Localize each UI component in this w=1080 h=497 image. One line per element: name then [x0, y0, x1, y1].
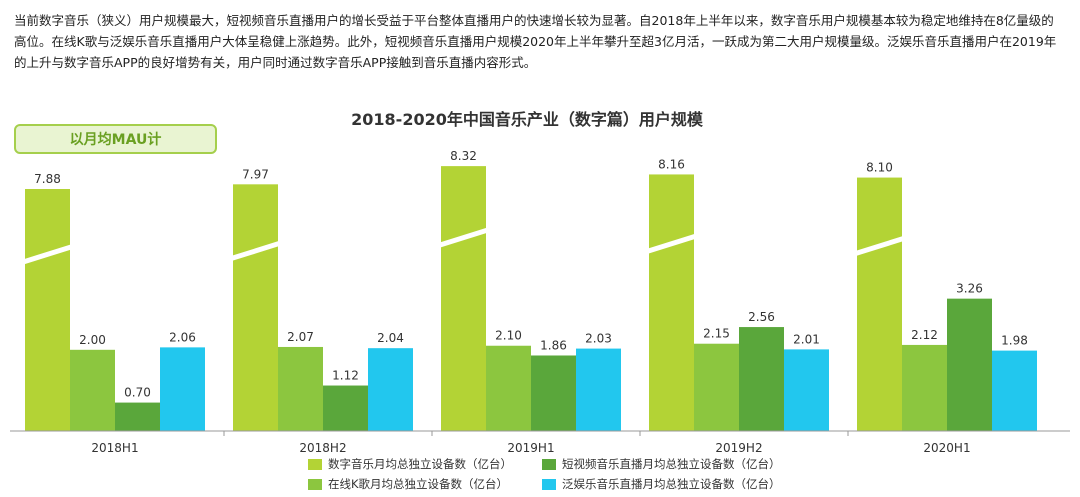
bar-2019H1-s0: [441, 166, 486, 431]
legend-label: 短视频音乐直播月均总独立设备数（亿台）: [562, 457, 781, 471]
data-label: 8.10: [866, 161, 893, 175]
data-label: 0.70: [124, 386, 151, 400]
data-label: 2.56: [748, 310, 775, 324]
bar-2018H2-s1: [278, 346, 323, 431]
legend-swatch: [308, 478, 322, 490]
bar-2018H1-s1: [70, 349, 115, 431]
axis-break-mark: [645, 233, 698, 255]
bar-2018H2-s0: [233, 184, 278, 431]
x-tick-label: 2019H2: [715, 441, 762, 455]
data-label: 2.12: [911, 328, 938, 342]
legend-item-pan-entertainment-live: 泛娱乐音乐直播月均总独立设备数（亿台）: [542, 476, 822, 492]
bar-2019H1-s2: [531, 355, 576, 431]
bar-2018H1-s2: [115, 402, 160, 431]
bar-2019H2-s3: [784, 349, 829, 431]
x-tick-label: 2019H1: [507, 441, 554, 455]
legend-label: 在线K歌月均总独立设备数（亿台）: [328, 477, 509, 491]
data-label: 8.16: [658, 157, 685, 171]
axis-break-mark: [21, 243, 74, 265]
bar-2018H2-s2: [323, 385, 368, 431]
bar-2018H1-s0: [25, 189, 70, 431]
data-label: 3.26: [956, 282, 983, 296]
bar-2018H1-s3: [160, 347, 205, 431]
data-label: 7.97: [242, 167, 269, 181]
legend-item-online-karaoke: 在线K歌月均总独立设备数（亿台）: [308, 476, 530, 492]
bar-2019H2-s1: [694, 343, 739, 431]
bar-2019H1-s3: [576, 348, 621, 431]
legend-label: 数字音乐月均总独立设备数（亿台）: [328, 457, 512, 471]
bar-2018H2-s3: [368, 348, 413, 431]
data-label: 2.01: [793, 332, 820, 346]
chart-legend: 数字音乐月均总独立设备数（亿台） 短视频音乐直播月均总独立设备数（亿台） 在线K…: [308, 456, 828, 492]
bar-2020H1-s2: [947, 298, 992, 431]
intro-paragraph: 当前数字音乐（狭义）用户规模最大，短视频音乐直播用户的增长受益于平台整体直播用户…: [14, 13, 1057, 70]
bar-2020H1-s1: [902, 344, 947, 431]
bar-2020H1-s0: [857, 177, 902, 431]
legend-label: 泛娱乐音乐直播月均总独立设备数（亿台）: [562, 477, 781, 491]
data-label: 2.07: [287, 330, 314, 344]
x-tick-label: 2018H2: [299, 441, 346, 455]
data-label: 7.88: [34, 172, 61, 186]
data-label: 2.04: [377, 331, 404, 345]
data-label: 2.10: [495, 329, 522, 343]
bar-2019H2-s2: [739, 327, 784, 431]
chart-title: 2018-2020年中国音乐产业（数字篇）用户规模: [351, 110, 704, 129]
axis-break-mark: [853, 235, 906, 257]
legend-swatch: [542, 458, 556, 470]
bar-2019H1-s1: [486, 345, 531, 431]
data-label: 2.03: [585, 332, 612, 346]
legend-swatch: [308, 458, 322, 470]
data-label: 1.86: [540, 338, 567, 352]
data-label: 1.98: [1001, 334, 1028, 348]
legend-item-short-video-live: 短视频音乐直播月均总独立设备数（亿台）: [542, 456, 822, 472]
legend-item-digital-music: 数字音乐月均总独立设备数（亿台）: [308, 456, 530, 472]
axis-break-mark: [437, 227, 490, 249]
x-tick-label: 2018H1: [91, 441, 138, 455]
data-label: 8.32: [450, 149, 477, 163]
legend-swatch: [542, 478, 556, 490]
mau-badge: 以月均MAU计: [14, 124, 217, 154]
data-label: 2.00: [79, 333, 106, 347]
bar-2019H2-s0: [649, 174, 694, 431]
data-label: 1.12: [332, 369, 359, 383]
x-tick-label: 2020H1: [923, 441, 970, 455]
data-label: 2.06: [169, 330, 196, 344]
bar-2020H1-s3: [992, 350, 1037, 431]
axis-break-mark: [229, 240, 282, 262]
data-label: 2.15: [703, 327, 730, 341]
